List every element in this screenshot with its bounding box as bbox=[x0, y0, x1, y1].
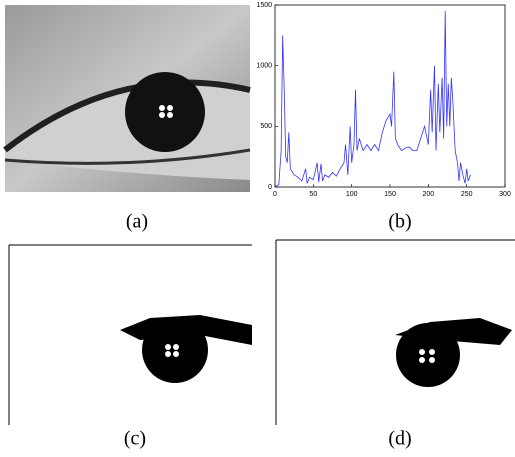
y-tick-label: 500 bbox=[260, 123, 272, 130]
panel-label: (b) bbox=[388, 211, 411, 233]
panel-label: (a) bbox=[126, 211, 148, 233]
x-tick-label: 300 bbox=[499, 191, 511, 198]
binary-image-c bbox=[9, 245, 252, 425]
x-tick-label: 250 bbox=[461, 191, 473, 198]
x-tick-label: 150 bbox=[384, 191, 396, 198]
eye-photo bbox=[5, 5, 250, 192]
panel-label: (c) bbox=[124, 428, 146, 450]
x-tick-label: 200 bbox=[422, 191, 434, 198]
binary-image-d bbox=[276, 240, 515, 425]
plot-frame bbox=[275, 5, 505, 187]
y-tick-label: 1500 bbox=[256, 2, 272, 9]
histogram-line bbox=[275, 11, 471, 187]
x-tick-label: 50 bbox=[309, 191, 317, 198]
y-tick-label: 1000 bbox=[256, 63, 272, 70]
x-tick-label: 100 bbox=[346, 191, 358, 198]
y-tick-label: 0 bbox=[268, 184, 272, 191]
figure: (a) (b) (c) (d) 0 50 100 150 200 250 300 0 500 10… bbox=[0, 0, 515, 457]
x-tick-label: 0 bbox=[273, 191, 277, 198]
panel-label: (d) bbox=[388, 428, 411, 450]
